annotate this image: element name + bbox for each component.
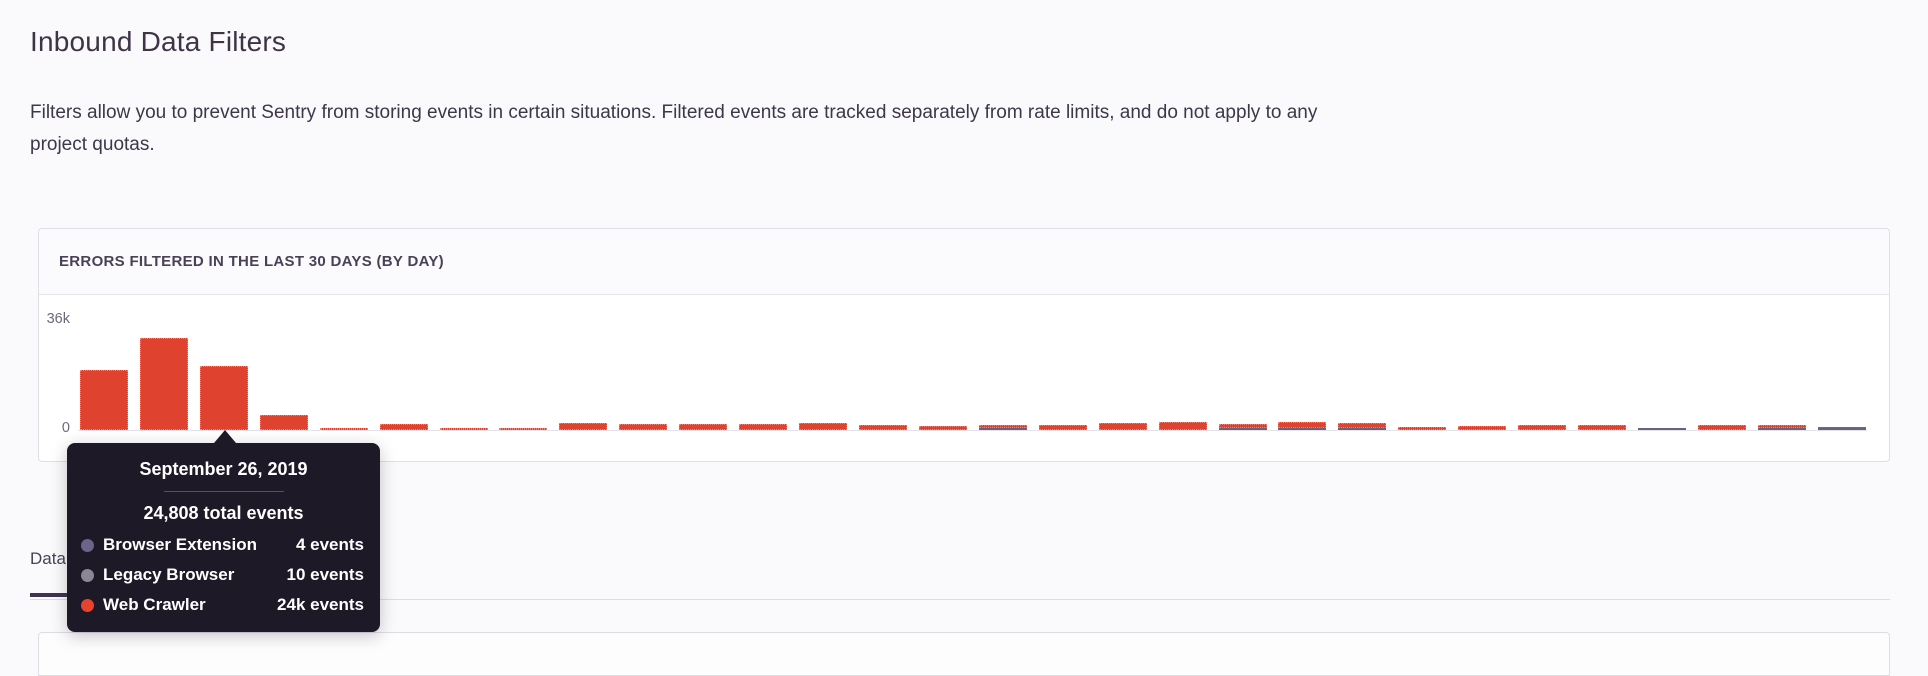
chart-bar[interactable]	[1458, 426, 1507, 430]
chart-bar[interactable]	[918, 426, 967, 430]
errors-filtered-panel: ERRORS FILTERED IN THE LAST 30 DAYS (BY …	[38, 228, 1890, 462]
x-axis-line	[78, 430, 1867, 431]
chart-bar[interactable]	[1398, 427, 1447, 430]
chart-bar[interactable]	[1098, 423, 1147, 430]
tooltip-series-count: 10 events	[286, 565, 365, 584]
chart-bar[interactable]	[679, 424, 728, 430]
chart-bar[interactable]	[978, 425, 1027, 430]
tooltip-series-name: Browser Extension	[103, 535, 257, 554]
chart-bar[interactable]	[1158, 422, 1207, 430]
chart-bar[interactable]	[259, 415, 308, 430]
chart-bar[interactable]	[499, 428, 548, 430]
chart-tooltip: September 26, 2019 24,808 total events B…	[67, 430, 380, 632]
chart-bar[interactable]	[1218, 424, 1267, 430]
y-axis-max-label: 36k	[46, 311, 70, 327]
chart-bar[interactable]	[319, 428, 368, 430]
chart-bar[interactable]	[1518, 425, 1567, 430]
chart-bar[interactable]	[1278, 422, 1327, 430]
tooltip-total-events: 24,808 total events	[143, 503, 304, 523]
y-axis-zero-label: 0	[61, 420, 70, 436]
chart-bar[interactable]	[858, 425, 907, 430]
chart-bar[interactable]	[1817, 427, 1866, 430]
tooltip-row-web-crawler: Web Crawler 24k events	[67, 590, 380, 620]
chart-bar[interactable]	[1338, 423, 1387, 430]
tooltip-date: September 26, 2019	[139, 459, 308, 479]
chart-bar[interactable]	[80, 370, 128, 430]
chart-bar[interactable]	[1038, 425, 1087, 430]
chart-bar[interactable]	[1578, 425, 1627, 430]
tooltip-arrow-icon	[214, 430, 236, 443]
chart-bar[interactable]	[559, 423, 608, 430]
tooltip-row-browser-extension: Browser Extension 4 events	[67, 530, 380, 560]
series-dot-icon	[81, 568, 94, 582]
page-description-line: project quotas.	[30, 133, 155, 155]
tooltip-divider	[163, 491, 284, 492]
chart-panel-header: ERRORS FILTERED IN THE LAST 30 DAYS (BY …	[39, 229, 1889, 295]
chart-bar[interactable]	[199, 366, 248, 430]
series-dot-icon	[81, 538, 94, 552]
chart-bar[interactable]	[799, 423, 848, 430]
page-description-line: Filters allow you to prevent Sentry from…	[30, 102, 1318, 123]
chart-bar[interactable]	[1637, 428, 1686, 430]
errors-filtered-chart: 36k 0	[39, 295, 1889, 461]
page-description: Filters allow you to prevent Sentry from…	[30, 97, 1317, 160]
bar-series	[80, 337, 1866, 430]
chart-bar[interactable]	[739, 424, 788, 430]
chart-bar[interactable]	[1757, 425, 1806, 430]
chart-bar[interactable]	[439, 428, 488, 430]
series-dot-icon	[81, 598, 94, 612]
tooltip-series-count: 4 events	[295, 535, 364, 554]
page-title: Inbound Data Filters	[30, 26, 287, 57]
tooltip-series-name: Legacy Browser	[103, 565, 235, 584]
tooltip-series-name: Web Crawler	[103, 595, 206, 614]
tooltip-row-legacy-browser: Legacy Browser 10 events	[67, 560, 380, 590]
chart-bar[interactable]	[1697, 425, 1746, 430]
inbound-data-filters-page: Inbound Data Filters Filters allow you t…	[30, 26, 1890, 676]
tooltip-series-count: 24k events	[277, 595, 364, 614]
chart-bar[interactable]	[619, 424, 668, 430]
chart-bar[interactable]	[139, 338, 188, 430]
filters-list-panel	[38, 632, 1890, 676]
chart-bar[interactable]	[379, 424, 428, 430]
